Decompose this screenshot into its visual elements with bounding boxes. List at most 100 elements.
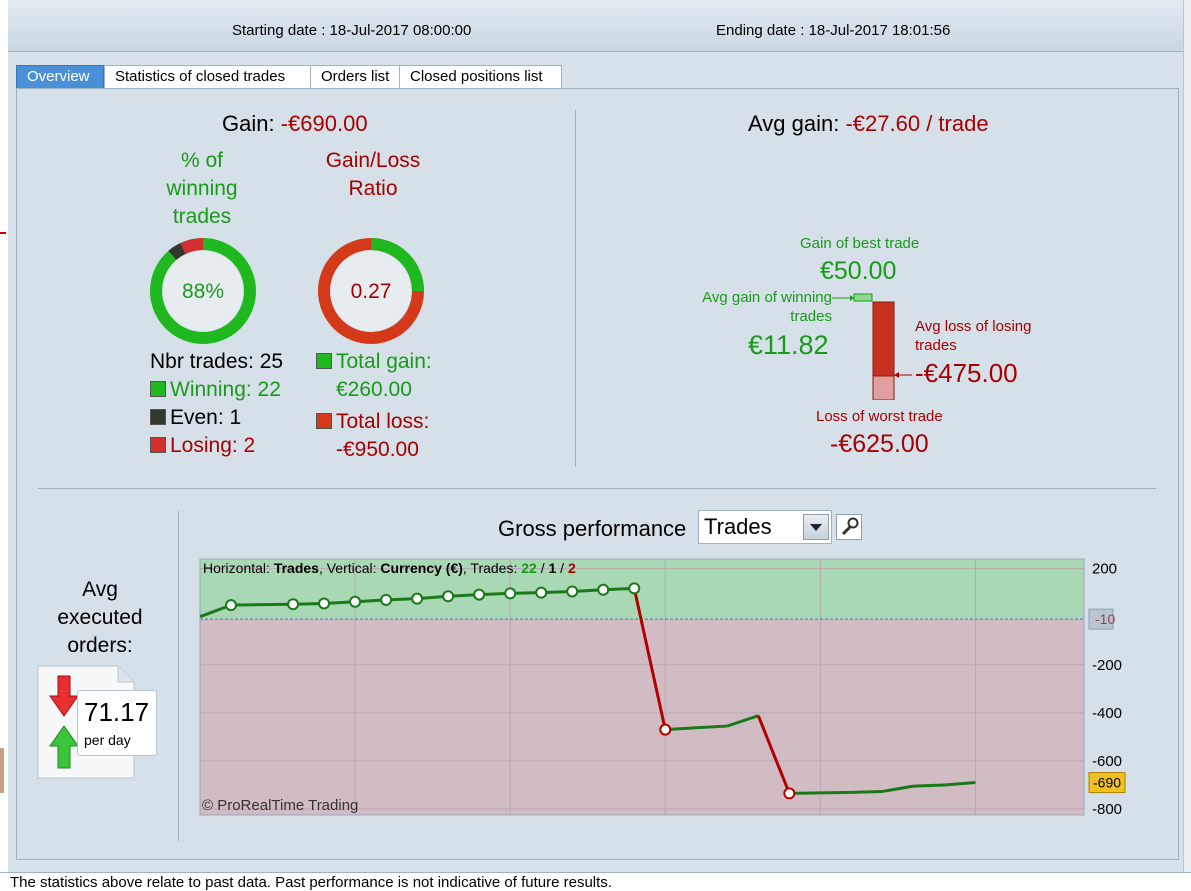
label-line: trades <box>915 337 957 354</box>
info-sep: / <box>536 560 549 576</box>
winning-trade-point <box>566 585 579 598</box>
avg-orders-title: Avg executed orders: <box>38 576 162 660</box>
edge-mark <box>0 748 4 793</box>
winning-count: Winning: 22 <box>170 378 281 401</box>
title-line: % of <box>180 149 224 172</box>
series-segment <box>696 724 728 730</box>
title-line: Ratio <box>348 177 398 200</box>
winning-trade-point <box>349 595 362 608</box>
losing-count: Losing: 2 <box>170 434 256 457</box>
donut-slice-gain <box>370 238 424 292</box>
red-square-icon <box>316 413 332 429</box>
marker-10-label: -10 <box>1095 611 1115 627</box>
avg-loss-value: -€475.00 <box>915 358 1018 388</box>
total-loss-value: -€950.00 <box>336 438 419 461</box>
y-tick-label: -600 <box>1092 753 1122 770</box>
wrench-icon[interactable] <box>836 514 862 540</box>
avg-win-bar <box>853 293 873 302</box>
dark-square-icon <box>150 409 166 425</box>
title-line: trades <box>172 205 232 228</box>
info-trades: , Trades: <box>462 560 522 576</box>
orders-value-card: 71.17 per day <box>77 690 157 756</box>
avg-gain-summary: Avg gain: -€27.60 / trade <box>748 111 989 137</box>
tab-orders-list[interactable]: Orders list <box>310 65 400 88</box>
label-line: Avg loss of losing <box>915 318 1032 335</box>
starting-date: Starting date : 18-Jul-2017 08:00:00 <box>232 22 472 39</box>
losing-trade-point <box>783 787 796 800</box>
avg-loss-bar <box>872 301 895 377</box>
down-arrow-icon <box>49 675 79 717</box>
donut-slice-even <box>168 243 186 261</box>
winning-trade-point <box>473 588 486 601</box>
winning-pct-title: % of winning trades <box>140 147 264 231</box>
avg-win-value: €11.82 <box>748 330 829 360</box>
even-count: Even: 1 <box>170 406 242 429</box>
series-segment <box>851 789 883 794</box>
window-right-scrollbar[interactable] <box>1183 0 1191 891</box>
loss-zone <box>200 619 1084 815</box>
total-gain-label: Total gain: <box>336 350 432 373</box>
ending-date: Ending date : 18-Jul-2017 18:01:56 <box>716 22 951 39</box>
avg-gain-label: Avg gain: <box>748 111 840 136</box>
avg-loss-label: Avg loss of losing trades <box>915 317 1031 355</box>
total-loss-row: Total loss: <box>316 408 432 436</box>
winning-row: Winning: 22 <box>150 376 283 404</box>
trades-summary: Nbr trades: 25 Winning: 22 Even: 1 Losin… <box>150 348 283 460</box>
gain-value: -€690.00 <box>280 111 368 136</box>
total-gain-value: €260.00 <box>336 378 412 401</box>
best-trade-label: Gain of best trade <box>800 235 920 252</box>
info-vertical: Currency (€) <box>380 560 463 576</box>
avg-loss-arrow-icon <box>894 372 912 378</box>
donut-center <box>331 251 411 331</box>
y-tick-label: -800 <box>1092 801 1122 818</box>
tab-statistics-closed-trades[interactable]: Statistics of closed trades <box>104 65 320 88</box>
best-trade-value: €50.00 <box>820 257 897 285</box>
section-divider <box>178 511 179 841</box>
label-line: Avg gain of winning <box>702 289 832 306</box>
green-square-icon <box>150 381 166 397</box>
dropdown-arrow-glyph <box>810 524 822 531</box>
avg-gain-value: -€27.60 / trade <box>845 111 989 136</box>
page-fold <box>117 666 134 683</box>
title-line: orders: <box>67 634 133 657</box>
avg-orders-unit: per day <box>84 732 131 748</box>
edge-mark <box>0 232 6 234</box>
y-tick-label: 200 <box>1092 561 1117 578</box>
info-mid: , Vertical: <box>318 560 381 576</box>
winning-pct-value: 88% <box>182 280 224 303</box>
tab-overview[interactable]: Overview <box>16 65 104 88</box>
winning-trade-point <box>318 597 331 610</box>
series-segment <box>632 588 667 730</box>
winning-trade-point <box>411 592 424 605</box>
window-left-edge <box>0 0 8 891</box>
worst-trade-value: -€625.00 <box>830 430 929 458</box>
winning-trade-point <box>628 582 641 595</box>
series-segment <box>726 714 759 728</box>
best-worst-bar <box>832 293 895 400</box>
title-line: Avg <box>82 578 118 601</box>
marker-690-label: -690 <box>1093 775 1121 791</box>
total-loss-label: Total loss: <box>336 410 430 433</box>
info-sep: / <box>556 560 568 576</box>
gross-performance-chart: 510152025200-200-400-600-800-10-690 <box>199 558 1126 818</box>
worst-trade-label: Loss of worst trade <box>816 408 943 425</box>
chart-info: Horizontal: Trades, Vertical: Currency (… <box>203 560 576 576</box>
gain-label: Gain: <box>222 111 275 136</box>
date-header: Starting date : 18-Jul-2017 08:00:00 End… <box>8 0 1183 52</box>
marker-690-box <box>1088 772 1126 794</box>
performance-dropdown[interactable]: Trades <box>698 510 832 544</box>
title-line: winning <box>166 177 238 200</box>
winning-pct-donut: 88% <box>150 238 256 344</box>
losing-row: Losing: 2 <box>150 432 283 460</box>
gain-summary: Gain: -€690.00 <box>222 111 368 137</box>
chevron-down-icon[interactable] <box>803 514 829 540</box>
winning-trade-point <box>597 583 610 596</box>
avg-orders-value: 71.17 <box>84 697 150 727</box>
marker-10-box <box>1088 608 1114 630</box>
info-horizontal: Trades <box>273 560 319 576</box>
winning-trade-point <box>380 593 393 606</box>
green-square-icon <box>316 353 332 369</box>
info-prefix: Horizontal: <box>203 560 274 576</box>
tab-closed-positions-list[interactable]: Closed positions list <box>399 65 562 88</box>
disclaimer-footer: The statistics above relate to past data… <box>0 872 1191 891</box>
